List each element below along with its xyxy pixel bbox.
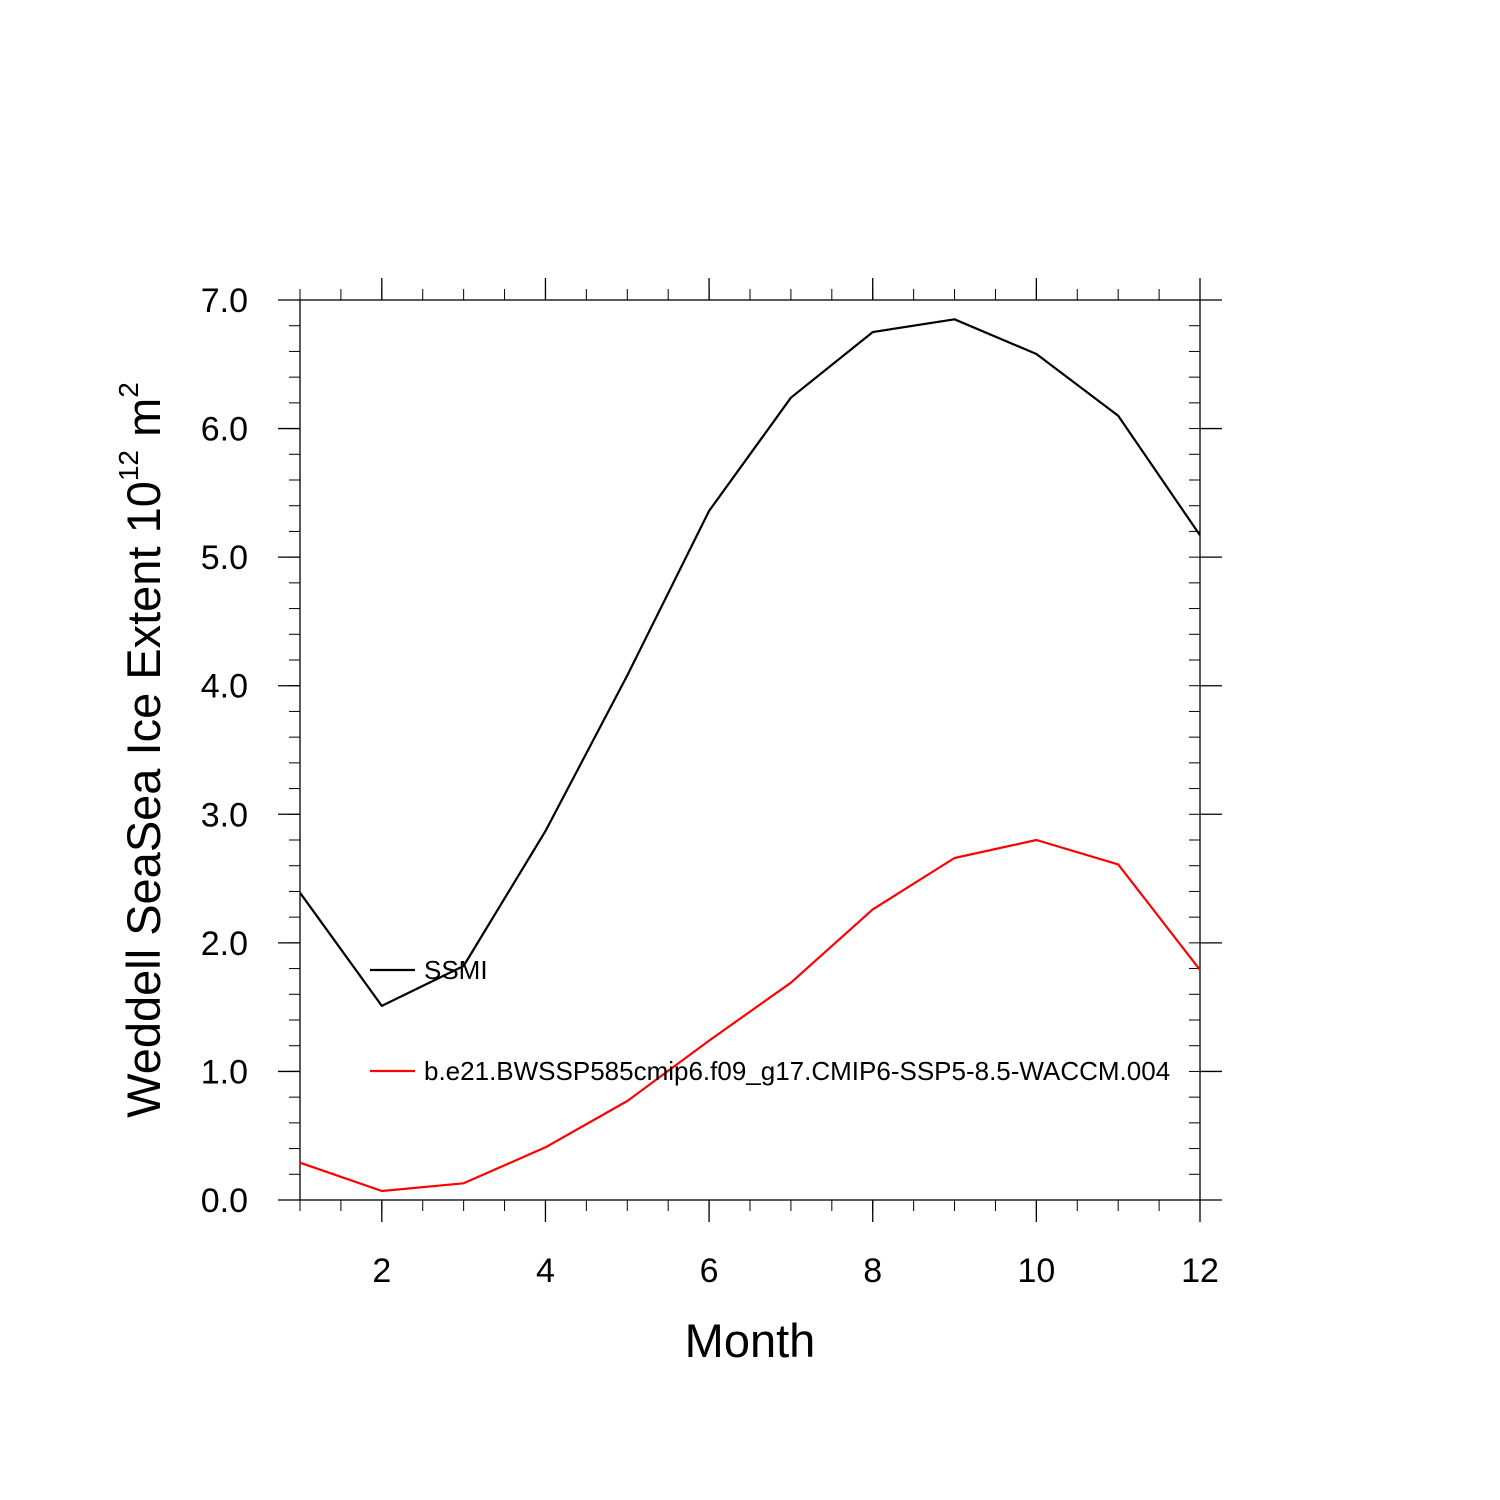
series-line-1: [299, 318, 1201, 1008]
y-tick-label: 2.0: [201, 925, 248, 963]
x-tick-labels: 2 4 6 8 10 12: [372, 1252, 1219, 1290]
y-axis-title-exponent1: 12: [113, 450, 144, 481]
y-tick-label: 6.0: [201, 411, 248, 449]
y-axis-title-prefix: Weddell SeaSea Ice Extent 10: [117, 481, 170, 1118]
y-axis-title-exponent2: 2: [113, 382, 144, 398]
y-axis-title-middle: m: [117, 398, 170, 450]
x-tick-label: 4: [536, 1252, 555, 1290]
y-tick-label: 7.0: [201, 282, 248, 320]
x-tick-label: 12: [1181, 1252, 1219, 1290]
x-tick-label: 8: [863, 1252, 882, 1290]
x-tick-label: 10: [1017, 1252, 1055, 1290]
x-tick-label: 6: [700, 1252, 719, 1290]
x-axis-title: Month: [685, 1314, 816, 1367]
y-tick-label: 5.0: [201, 539, 248, 577]
y-tick-label: 1.0: [201, 1053, 248, 1091]
legend: SSMI b.e21.BWSSP585cmip6.f09_g17.CMIP6-SS…: [370, 955, 1170, 1086]
y-tick-label: 3.0: [201, 796, 248, 834]
legend-label-1: SSMI: [424, 955, 488, 985]
y-tick-label: 4.0: [201, 668, 248, 706]
major-ticks: [278, 278, 1222, 1222]
x-tick-label: 2: [372, 1252, 391, 1290]
y-axis-title: Weddell SeaSea Ice Extent 1012 m2: [113, 382, 170, 1118]
series-lines: [299, 318, 1201, 1193]
series-line-2: [299, 838, 1201, 1193]
y-tick-labels: 0.0 1.0 2.0 3.0 4.0 5.0 6.0 7.0: [201, 282, 248, 1220]
y-tick-label: 0.0: [201, 1182, 248, 1220]
legend-label-2: b.e21.BWSSP585cmip6.f09_g17.CMIP6-SSP5-8…: [424, 1056, 1170, 1086]
